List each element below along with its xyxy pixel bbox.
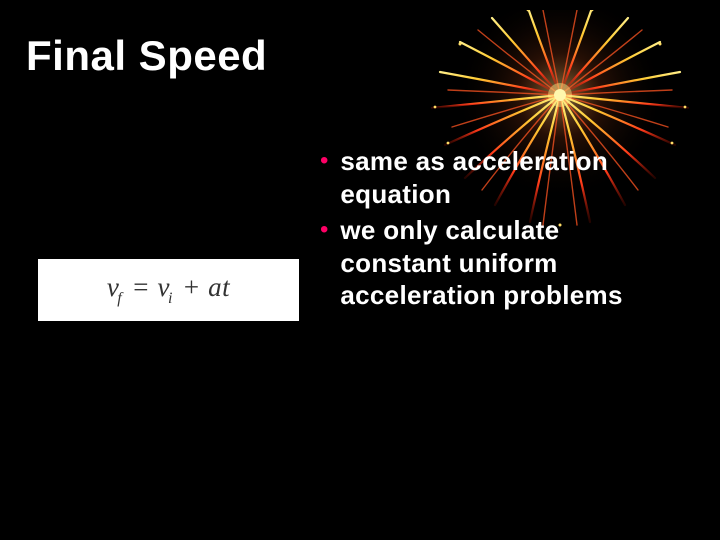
equation-box: vf = vi + at	[38, 259, 299, 321]
bullet-item: • same as acceleration equation	[320, 145, 650, 210]
bullet-text: we only calculate constant uniform accel…	[340, 214, 650, 312]
equation-formula: vf = vi + at	[107, 272, 230, 307]
bullet-marker: •	[320, 216, 328, 244]
bullet-item: • we only calculate constant uniform acc…	[320, 214, 650, 312]
bullet-list: • same as acceleration equation • we onl…	[320, 145, 650, 316]
bullet-text: same as acceleration equation	[340, 145, 650, 210]
slide-title: Final Speed	[26, 32, 267, 80]
bullet-marker: •	[320, 147, 328, 175]
